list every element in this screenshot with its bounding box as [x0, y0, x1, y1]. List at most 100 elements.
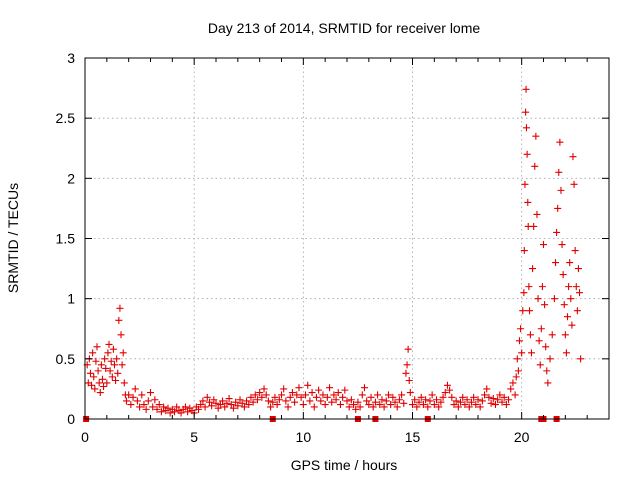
data-point — [415, 398, 423, 406]
data-point — [481, 391, 489, 399]
data-point — [113, 355, 121, 363]
data-point — [271, 393, 279, 401]
data-point — [94, 367, 102, 375]
data-point — [422, 396, 430, 404]
data-point — [520, 289, 528, 297]
data-point — [544, 379, 552, 387]
data-point — [91, 385, 99, 393]
data-point — [559, 271, 567, 279]
data-point — [247, 393, 255, 401]
data-point — [483, 385, 491, 393]
data-point — [93, 343, 101, 351]
data-point — [560, 301, 568, 309]
data-point — [569, 153, 577, 161]
data-point — [95, 379, 103, 387]
data-point — [382, 397, 390, 405]
data-point — [538, 283, 546, 291]
data-point — [117, 331, 125, 339]
data-point — [532, 132, 540, 140]
data-point — [450, 401, 458, 409]
data-point — [577, 355, 585, 363]
data-point — [430, 401, 438, 409]
data-point — [173, 403, 181, 411]
data-point — [212, 399, 220, 407]
data-point — [354, 398, 362, 406]
data-point — [86, 369, 94, 377]
data-point — [498, 398, 506, 406]
data-point — [500, 393, 508, 401]
data-point — [116, 304, 124, 312]
data-point — [470, 393, 478, 401]
data-point — [108, 373, 116, 381]
data-point — [465, 403, 473, 411]
data-point — [496, 391, 504, 399]
data-point — [367, 393, 375, 401]
data-point — [201, 403, 209, 411]
data-point — [350, 401, 358, 409]
data-point — [536, 361, 544, 369]
data-point — [491, 401, 499, 409]
data-point — [524, 198, 532, 206]
data-point — [393, 403, 401, 411]
data-point — [402, 369, 410, 377]
data-point — [448, 393, 456, 401]
data-point — [387, 401, 395, 409]
data-point — [92, 357, 100, 365]
data-point — [295, 384, 303, 392]
data-point — [478, 397, 486, 405]
data-point — [102, 364, 110, 372]
data-point — [389, 393, 397, 401]
data-point — [221, 403, 229, 411]
data-points — [83, 85, 585, 422]
data-point — [540, 241, 547, 249]
data-point — [195, 405, 203, 413]
data-point — [461, 401, 469, 409]
data-point — [260, 385, 268, 393]
data-point — [101, 355, 109, 363]
data-point — [409, 401, 416, 409]
data-point — [554, 204, 562, 212]
x-tick-label: 0 — [81, 429, 89, 445]
data-point — [341, 386, 349, 394]
data-point — [171, 408, 179, 416]
data-point — [210, 396, 218, 404]
data-point — [352, 405, 360, 413]
data-point — [514, 367, 522, 375]
data-point — [356, 403, 364, 411]
data-point — [457, 398, 465, 406]
data-point — [391, 398, 399, 406]
data-point — [119, 349, 127, 357]
data-point — [273, 401, 281, 409]
y-tick-label: 2.5 — [56, 110, 76, 126]
data-point — [229, 404, 237, 412]
y-tick-label: 1 — [67, 291, 75, 307]
data-point — [105, 340, 113, 348]
data-point — [120, 379, 128, 387]
data-point — [258, 393, 266, 401]
data-point — [110, 361, 118, 369]
data-point — [284, 403, 292, 411]
data-point — [321, 401, 329, 409]
data-point — [369, 403, 377, 411]
data-point — [267, 403, 275, 411]
data-point — [122, 397, 130, 405]
x-axis-label: GPS time / hours — [291, 457, 398, 473]
data-point — [256, 389, 264, 397]
data-point — [98, 375, 106, 383]
data-point — [88, 381, 96, 389]
data-point — [424, 403, 432, 411]
data-point — [199, 397, 207, 405]
data-point — [435, 403, 443, 411]
data-point — [459, 393, 467, 401]
data-point — [347, 396, 355, 404]
data-point — [576, 289, 584, 297]
data-point — [363, 397, 371, 405]
data-point — [406, 389, 414, 397]
data-point — [474, 396, 482, 404]
data-point — [564, 313, 572, 321]
data-point — [371, 398, 379, 406]
data-point — [543, 367, 551, 375]
data-point — [437, 398, 445, 406]
y-tick-label: 2 — [67, 170, 75, 186]
data-point — [546, 355, 554, 363]
